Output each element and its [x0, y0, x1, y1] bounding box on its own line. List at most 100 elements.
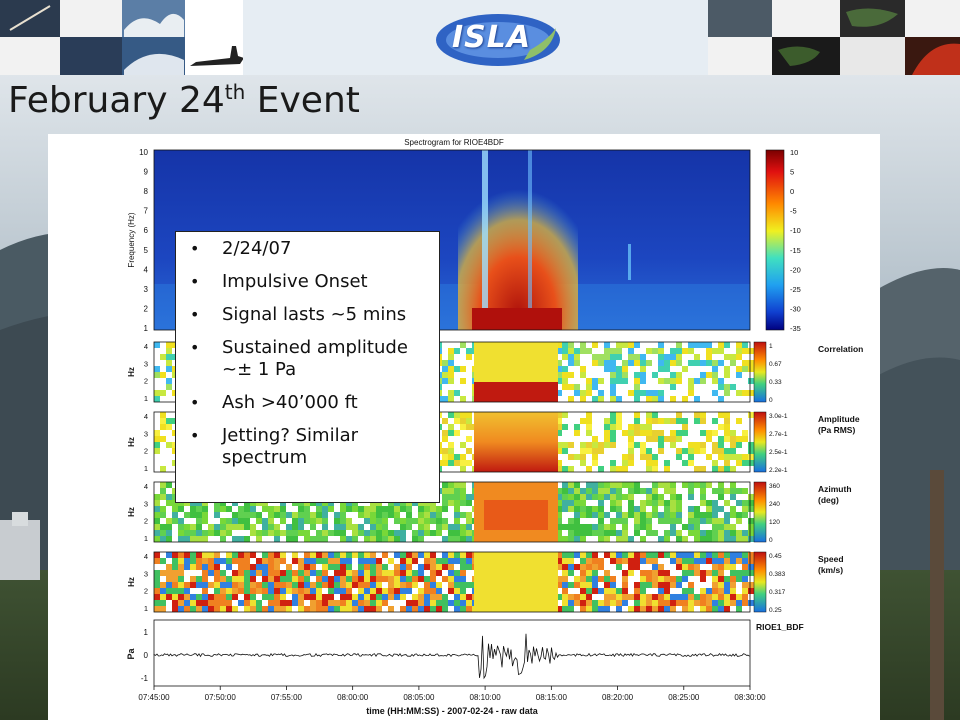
panel-cell	[616, 378, 622, 384]
waveform-ylabel: Pa	[126, 648, 136, 660]
panel-cell	[598, 530, 604, 536]
panel-cell	[586, 348, 592, 354]
panel-cell	[598, 354, 604, 360]
panel-cell	[634, 588, 640, 594]
panel-cell	[586, 564, 592, 570]
panel-cell	[736, 518, 742, 524]
panel-cell	[604, 512, 610, 518]
panel-cell	[598, 558, 604, 564]
panel-cell	[370, 564, 376, 570]
panel-cell	[196, 530, 202, 536]
panel-cell	[586, 442, 592, 448]
panel-cell	[442, 448, 448, 454]
panel-cell	[376, 530, 382, 536]
panel-cell	[418, 600, 424, 606]
panel-cell	[706, 430, 712, 436]
panel-cell	[736, 418, 742, 424]
panel-cell	[358, 506, 364, 512]
panel-cell	[376, 576, 382, 582]
panel-cell	[748, 506, 754, 512]
panel-cell	[214, 558, 220, 564]
panel-cell	[682, 576, 688, 582]
panel-cell	[232, 518, 238, 524]
panel-cell	[220, 570, 226, 576]
panel-cell	[724, 518, 730, 524]
panel-ytick: 1	[144, 534, 148, 543]
panel-cell	[460, 558, 466, 564]
panel-cell	[346, 506, 352, 512]
panel-cell	[592, 558, 598, 564]
spectrogram-figure: Spectrogram for RIOE4BDF Frequency (Hz) …	[48, 134, 880, 720]
panel-ytick: 4	[144, 412, 148, 421]
panel-cell	[652, 500, 658, 506]
panel-cell	[640, 558, 646, 564]
panel-cell	[730, 482, 736, 488]
panel-cell	[190, 558, 196, 564]
panel-cell	[616, 396, 622, 402]
panel-cell	[646, 360, 652, 366]
panel-cell	[688, 530, 694, 536]
panel-cell	[676, 378, 682, 384]
panel-cell	[286, 600, 292, 606]
panel-cell	[580, 512, 586, 518]
panel-cell	[742, 390, 748, 396]
panel-cell	[178, 506, 184, 512]
panel-cell	[466, 348, 472, 354]
panel-cell	[598, 500, 604, 506]
panel-cell	[430, 552, 436, 558]
panel-cell	[646, 424, 652, 430]
panel-cell	[718, 570, 724, 576]
panel-cell	[244, 582, 250, 588]
panel-cell	[376, 564, 382, 570]
panel-cell	[388, 512, 394, 518]
panel-cell	[616, 512, 622, 518]
callout-item-text: Sustained amplitude ~± 1 Pa	[222, 337, 408, 380]
panel-cell	[364, 536, 370, 542]
panel-cell	[178, 558, 184, 564]
panel-cell	[460, 466, 466, 472]
panel-cell	[292, 512, 298, 518]
panel-cell	[406, 506, 412, 512]
panel-cell	[736, 600, 742, 606]
panel-cell	[262, 506, 268, 512]
panel-cell	[694, 466, 700, 472]
panel-cell	[178, 600, 184, 606]
panel-cell	[196, 576, 202, 582]
panel-cell	[460, 442, 466, 448]
panel-cell	[718, 488, 724, 494]
panel-title: Azimuth	[818, 484, 852, 494]
panel-cell	[694, 506, 700, 512]
panel-cell	[388, 500, 394, 506]
panel-cell	[220, 530, 226, 536]
panel-cell	[574, 454, 580, 460]
panel-cell	[154, 536, 160, 542]
panel-cell	[748, 600, 754, 606]
panel-cell	[628, 354, 634, 360]
panel-cell	[568, 354, 574, 360]
panel-cell	[592, 396, 598, 402]
panel-cell	[658, 518, 664, 524]
panel-cell	[574, 360, 580, 366]
panel-cell	[556, 372, 562, 378]
panel-colorbar	[753, 551, 767, 613]
panel-cell	[460, 600, 466, 606]
panel-cell	[676, 372, 682, 378]
time-axis-tick: 08:05:00	[403, 693, 435, 702]
panel-cell	[724, 530, 730, 536]
spectrogram-ylabel: Frequency (Hz)	[127, 212, 136, 267]
panel-cell	[610, 354, 616, 360]
panel-cell	[304, 552, 310, 558]
figure-title: Spectrogram for RIOE4BDF	[404, 138, 504, 147]
panel-cell	[688, 390, 694, 396]
bullet-icon: •	[190, 393, 200, 412]
panel-cell	[580, 552, 586, 558]
panel-cell	[688, 512, 694, 518]
panel-cell	[718, 558, 724, 564]
panel-cell	[370, 594, 376, 600]
panel-cell	[748, 360, 754, 366]
panel-cell	[586, 378, 592, 384]
panel-cell	[586, 448, 592, 454]
panel-cell	[730, 576, 736, 582]
panel-cell	[730, 488, 736, 494]
panel-cell	[610, 482, 616, 488]
